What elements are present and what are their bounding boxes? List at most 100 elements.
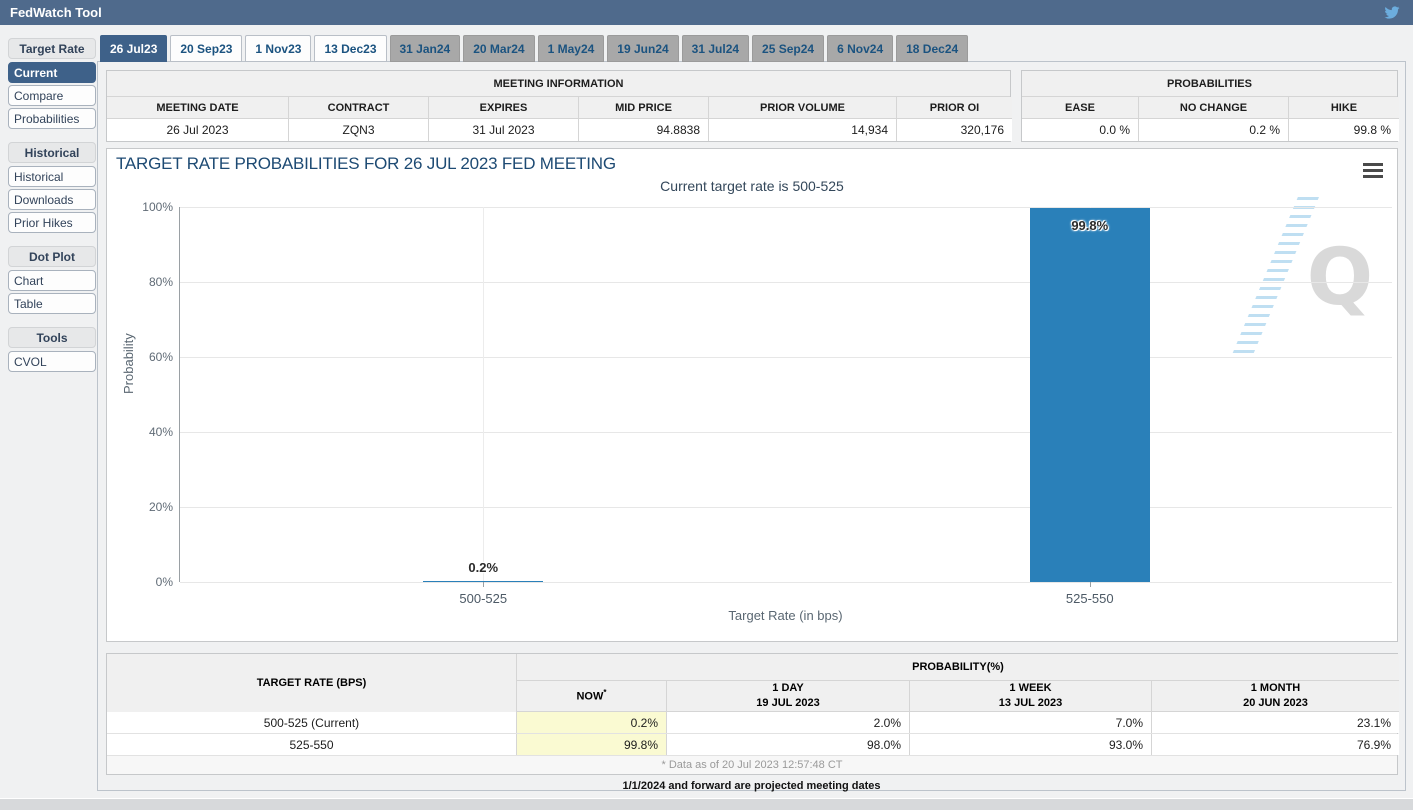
tab-13-dec23[interactable]: 13 Dec23 [314,35,387,62]
x-axis-title: Target Rate (in bps) [728,608,843,623]
prob-table-row-1: 525-550 99.8% 98.0% 93.0% 76.9% [107,734,1399,756]
sidebar-item-current[interactable]: Current [8,62,96,83]
sidebar-item-prior-hikes[interactable]: Prior Hikes [8,212,96,233]
prob-summary-header-2: HIKE [1289,97,1399,119]
gridline-80 [180,282,1392,283]
tab-31-jul24[interactable]: 31 Jul24 [681,35,750,62]
app-title: FedWatch Tool [10,5,102,20]
sidebar-header-tools: Tools [8,327,96,348]
x-tick-0 [483,582,485,587]
probability-history-table: TARGET RATE (BPS) PROBABILITY(%) NOW* 1 D… [106,653,1399,775]
sidebar-item-table[interactable]: Table [8,293,96,314]
tab-31-jan24[interactable]: 31 Jan24 [389,35,461,62]
probabilities-summary-title: PROBABILITIES [1022,71,1397,97]
meeting-info-value-0: 26 Jul 2023 [107,119,289,141]
chart-subtitle: Current target rate is 500-525 [660,178,844,194]
prob-row-now-0: 0.2% [517,712,667,733]
x-category-label-1: 525-550 [1065,591,1114,606]
tab-25-sep24[interactable]: 25 Sep24 [752,35,825,62]
bar-value-label-1: 99.8% [1071,218,1109,233]
prob-summary-header-0: EASE [1022,97,1139,119]
tab-6-nov24[interactable]: 6 Nov24 [827,35,894,62]
tab-1-nov23[interactable]: 1 Nov23 [245,35,312,62]
tab-18-dec24[interactable]: 18 Dec24 [896,35,969,62]
meeting-info-header-2: EXPIRES [429,97,579,119]
meeting-info-header-4: PRIOR VOLUME [709,97,897,119]
prob-row-1month-1: 76.9% [1152,734,1399,755]
gridline-100 [180,207,1392,208]
prob-row-1day-1: 98.0% [667,734,910,755]
target-rate-probabilities-chart: TARGET RATE PROBABILITIES FOR 26 JUL 202… [106,148,1398,642]
y-tick-label-60: 60% [148,350,173,364]
prob-table-subheader-3: 1 MONTH 20 JUN 2023 [1152,681,1399,712]
sidebar-header-dot-plot: Dot Plot [8,246,96,267]
meeting-info-value-3: 94.8838 [579,119,709,141]
probability-bar-500-525[interactable] [423,581,544,582]
sidebar: Target Rate Current Compare Probabilities Hi… [8,38,96,385]
twitter-icon[interactable] [1383,5,1401,20]
meeting-information-title: MEETING INFORMATION [107,71,1010,97]
gridline-0 [180,582,1392,583]
prob-summary-value-0: 0.0 % [1022,119,1139,141]
bar-value-label-0: 0.2% [468,560,499,575]
meeting-info-value-5: 320,176 [897,119,1012,141]
y-tick-label-80: 80% [148,275,173,289]
meeting-info-value-1: ZQN3 [289,119,429,141]
probabilities-summary-table: PROBABILITIES EASE NO CHANGE HIKE 0.0 % 0.2… [1021,70,1399,142]
data-as-of-footnote: * Data as of 20 Jul 2023 12:57:48 CT [107,756,1397,774]
meeting-info-header-3: MID PRICE [579,97,709,119]
sidebar-section: Dot Plot Chart Table [8,246,96,316]
tab-20-sep23[interactable]: 20 Sep23 [170,35,243,62]
category-gridline-0 [483,207,485,582]
tab-26-jul23[interactable]: 26 Jul23 [100,35,168,62]
prob-row-1month-0: 23.1% [1152,712,1399,733]
chart-plot-area: 0% 20% 40% 60% 80% 100% 500-525 0.2% 525-550 99.8… [142,200,1392,606]
main-panel: MEETING INFORMATION MEETING DATE CONTRACT… [97,61,1406,792]
sidebar-item-chart[interactable]: Chart [8,270,96,291]
meeting-information-table: MEETING INFORMATION MEETING DATE CONTRACT… [106,70,1012,142]
sidebar-header-target-rate: Target Rate [8,38,96,59]
y-tick-label-40: 40% [148,425,173,439]
probability-bar-525-550[interactable] [1029,208,1150,582]
x-tick-1 [1089,582,1091,587]
prob-row-1week-0: 7.0% [910,712,1152,733]
meeting-info-value-4: 14,934 [709,119,897,141]
sidebar-item-probabilities[interactable]: Probabilities [8,108,96,129]
sidebar-item-compare[interactable]: Compare [8,85,96,106]
chart-menu-icon[interactable] [1363,163,1383,181]
prob-row-1week-1: 93.0% [910,734,1152,755]
sidebar-section: Tools CVOL [8,327,96,374]
prob-row-rate-0: 500-525 (Current) [107,712,517,733]
prob-summary-value-1: 0.2 % [1139,119,1289,141]
target-rate-column-header: TARGET RATE (BPS) [107,654,517,712]
meeting-date-tabs: 26 Jul23 20 Sep23 1 Nov23 13 Dec23 31 Jan24 2… [100,35,969,62]
sidebar-item-downloads[interactable]: Downloads [8,189,96,210]
tab-20-mar24[interactable]: 20 Mar24 [463,35,535,62]
tab-1-may24[interactable]: 1 May24 [537,35,605,62]
chart-title: TARGET RATE PROBABILITIES FOR 26 JUL 202… [116,154,616,173]
y-tick-label-20: 20% [148,500,173,514]
meeting-info-value-2: 31 Jul 2023 [429,119,579,141]
y-axis-title: Probability [121,333,136,394]
x-category-label-0: 500-525 [459,591,508,606]
quikstrike-watermark-logo: Q [1306,233,1373,323]
sidebar-section: Target Rate Current Compare Probabilities [8,38,96,131]
prob-summary-header-1: NO CHANGE [1139,97,1289,119]
prob-summary-value-2: 99.8 % [1289,119,1399,141]
prob-row-rate-1: 525-550 [107,734,517,755]
prob-row-1day-0: 2.0% [667,712,910,733]
meeting-info-header-5: PRIOR OI [897,97,1012,119]
gridline-20 [180,507,1392,508]
meeting-info-header-1: CONTRACT [289,97,429,119]
app-header: FedWatch Tool [0,0,1413,25]
prob-table-subheader-0: NOW* [517,681,667,712]
tab-19-jun24[interactable]: 19 Jun24 [607,35,679,62]
y-tick-label-0: 0% [155,575,173,589]
sidebar-item-historical[interactable]: Historical [8,166,96,187]
sidebar-item-cvol[interactable]: CVOL [8,351,96,372]
sidebar-section: Historical Historical Downloads Prior Hikes [8,142,96,235]
meeting-info-header-0: MEETING DATE [107,97,289,119]
y-tick-label-100: 100% [142,200,173,214]
sidebar-header-historical: Historical [8,142,96,163]
prob-table-row-0: 500-525 (Current) 0.2% 2.0% 7.0% 23.1% [107,712,1399,734]
